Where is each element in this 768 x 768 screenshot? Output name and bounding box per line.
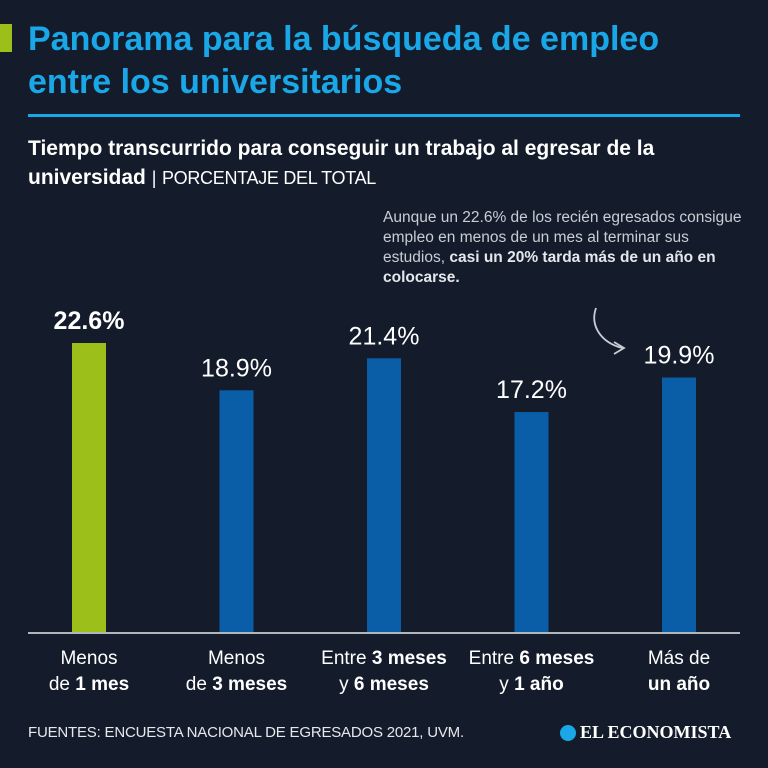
annotation-bold: casi un 20% tarda más de un año en coloc… [383,249,716,286]
category-label-part: 3 meses [212,674,288,695]
category-label-part: Menos [207,648,266,669]
category-label-part: y [499,674,515,695]
subtitle-unit: PORCENTAJE DEL TOTAL [161,168,377,188]
category-label: Menos de 3 meses [167,646,307,698]
category-label-part: Menos [60,648,118,669]
curved-arrow-icon [593,307,623,349]
logo-text: EL ECONOMISTA [580,722,732,742]
title-accent-bar [0,24,12,52]
annotation: Aunque un 22.6% de los recién egresados … [383,208,743,288]
chart-subtitle: Tiempo transcurrido para conseguir un tr… [28,134,748,193]
category-label-part: de [48,674,76,695]
source-note: FUENTES: ENCUESTA NACIONAL DE EGRESADOS … [28,724,464,741]
category-label-part: 3 meses [371,648,447,669]
category-label: Entre 3 meses y 6 meses [314,646,454,698]
data-label: 18.9% [201,354,272,382]
page-title: Panorama para la búsqueda de empleo entr… [28,20,660,101]
category-label-part: Más de [647,648,711,669]
subtitle-separator: | [151,168,157,188]
publisher-logo: EL ECONOMISTA [560,722,731,743]
category-label: Menos de 1 mes [19,646,159,698]
category-label-part: Entre [321,648,372,669]
bar [662,377,696,632]
data-label: 19.9% [644,342,715,370]
subtitle-main: Tiempo transcurrido para conseguir un tr… [28,137,655,189]
bar [219,390,254,632]
data-label: 17.2% [496,376,567,404]
category-label: Entre 6 meses y 1 año [462,646,602,698]
arrow-head [613,341,626,355]
logo-globe-icon [560,724,576,741]
category-label-part: 1 año [514,674,564,695]
category-label: Más de un año [609,646,749,698]
bar [514,412,549,632]
data-label: 21.4% [349,322,420,350]
category-label-part: Entre [468,648,520,669]
category-label-part: 1 mes [75,674,130,695]
category-label-part: 6 meses [519,648,595,669]
bar [367,358,401,632]
bar [72,343,106,632]
annotation-text: Aunque un 22.6% de los recién egresados … [383,209,742,266]
category-label-part: 6 meses [353,674,429,695]
data-label: 22.6% [54,307,125,335]
category-label-part: un año [647,674,711,695]
category-label-part: y [339,674,354,695]
title-divider [28,114,740,117]
category-label-part: de [185,674,213,695]
